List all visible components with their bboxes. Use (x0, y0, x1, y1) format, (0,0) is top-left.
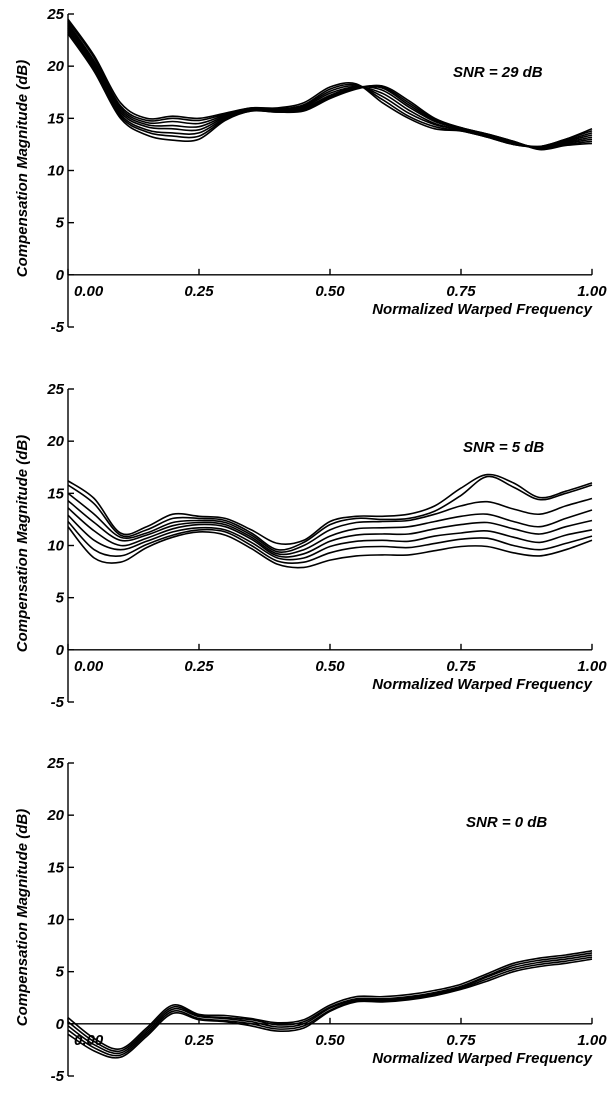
y-tick-label: -5 (51, 319, 65, 336)
series-line (67, 514, 593, 561)
series-line (67, 520, 593, 565)
x-tick-label: 0.25 (184, 283, 214, 300)
y-tick-label: 20 (46, 433, 64, 450)
y-tick-label: -5 (51, 1068, 65, 1085)
series-line (67, 507, 593, 558)
x-tick-label: 0.50 (315, 1032, 345, 1049)
snr-annotation: SNR = 0 dB (466, 814, 547, 831)
series-line (67, 956, 593, 1057)
series-line (67, 25, 593, 149)
x-tick-label: 0.50 (315, 658, 345, 675)
panel-snr-5: -5 0 5 10 15 20 25 0.00 0.25 0.50 0.75 1.00Normaliz… (14, 381, 607, 711)
series-line (67, 526, 593, 569)
y-tick-label: 0 (56, 1016, 65, 1033)
x-tick-label: 1.00 (577, 1032, 607, 1049)
y-tick-label: 5 (56, 964, 65, 981)
series-line (67, 31, 593, 150)
y-tick-label: 15 (47, 110, 64, 127)
series-line (67, 33, 593, 151)
y-tick-label: 25 (46, 755, 64, 772)
y-tick-label: 25 (46, 6, 64, 23)
series-line (67, 952, 593, 1053)
y-tick-label: 20 (46, 58, 64, 75)
y-axis-label: Compensation Magnitude (dB) (14, 809, 31, 1027)
snr-annotation: SNR = 5 dB (463, 439, 544, 456)
y-axis-label: Compensation Magnitude (dB) (14, 60, 31, 278)
series-line (67, 954, 593, 1055)
x-tick-label: 0.25 (184, 658, 214, 675)
y-tick-label: 0 (56, 267, 65, 284)
y-tick-label: 10 (47, 163, 64, 180)
y-tick-label: 5 (56, 215, 65, 232)
y-axis-label: Compensation Magnitude (dB) (14, 435, 31, 653)
series-line (67, 20, 593, 148)
y-tick-label: 0 (56, 642, 65, 659)
x-tick-label: 0.00 (74, 283, 104, 300)
x-tick-label: 0.50 (315, 283, 345, 300)
series-line (67, 475, 593, 551)
y-tick-label: 20 (46, 807, 64, 824)
x-tick-label: 0.75 (446, 1032, 476, 1049)
snr-annotation: SNR = 29 dB (453, 64, 543, 81)
series-line (67, 473, 593, 545)
y-tick-label: 10 (47, 538, 64, 555)
x-tick-label: 0.75 (446, 283, 476, 300)
series-line (67, 22, 593, 148)
y-tick-label: -5 (51, 694, 65, 711)
y-tick-label: 15 (47, 485, 64, 502)
x-tick-label: 0.25 (184, 1032, 214, 1049)
series-line (67, 18, 593, 148)
series-line (67, 958, 593, 1059)
y-tick-label: 10 (47, 912, 64, 929)
y-tick-label: 15 (47, 859, 64, 876)
y-tick-label: 5 (56, 590, 65, 607)
y-tick-label: 25 (46, 381, 64, 398)
series-line (67, 29, 593, 150)
series-line (67, 499, 593, 556)
x-axis-label: Normalized Warped Frequency (372, 676, 592, 693)
series-line (67, 950, 593, 1050)
panel-snr-29: -5 0 5 10 15 20 25 0.00 0.25 0.50 0.75 1.00Normaliz… (14, 6, 607, 336)
x-tick-label: 1.00 (577, 283, 607, 300)
x-tick-label: 0.00 (74, 658, 104, 675)
x-axis-label: Normalized Warped Frequency (372, 1050, 592, 1067)
x-tick-label: 0.75 (446, 658, 476, 675)
series-line (67, 492, 593, 553)
x-tick-label: 1.00 (577, 658, 607, 675)
x-axis-label: Normalized Warped Frequency (372, 301, 592, 318)
